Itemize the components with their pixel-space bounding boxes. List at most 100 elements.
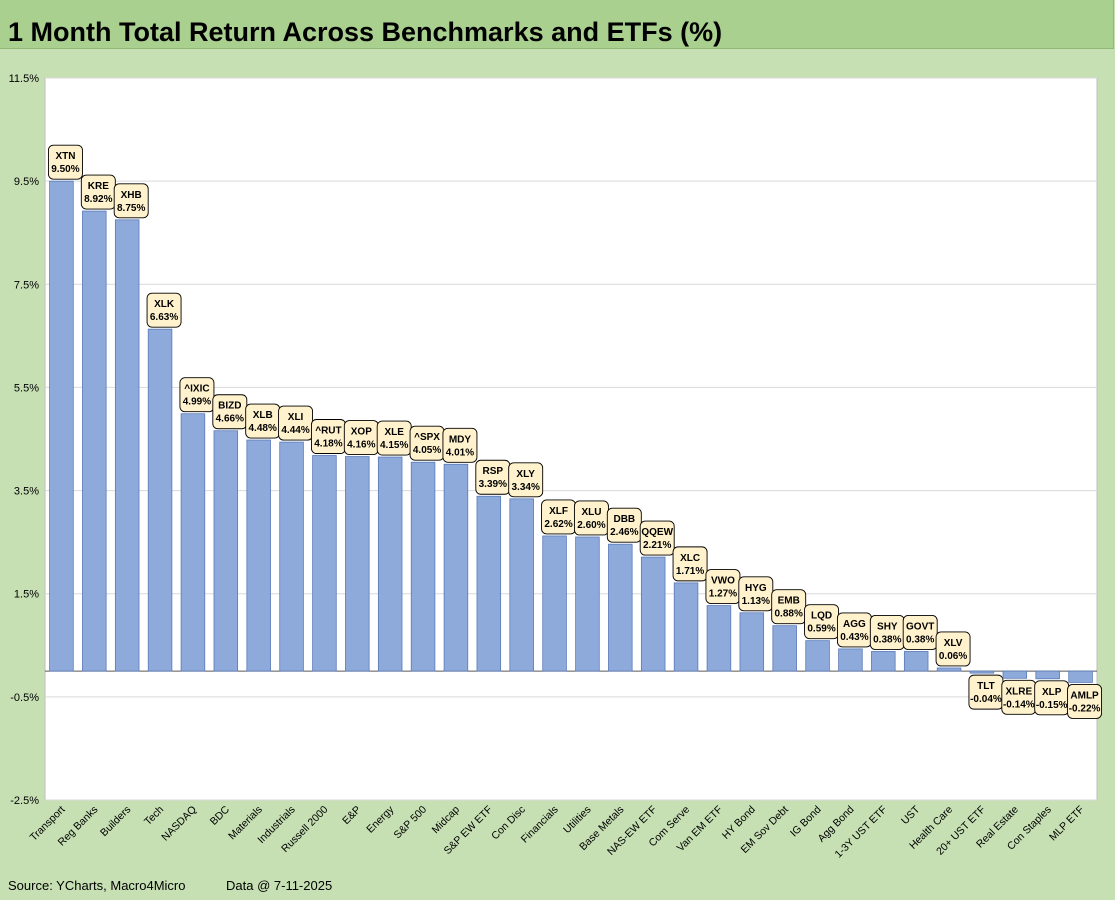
ticker-label: XLC bbox=[680, 553, 700, 564]
data-label: ^SPX 4.05% bbox=[409, 425, 445, 461]
value-label: 1.13% bbox=[742, 596, 770, 607]
chart-container: -2.5% -0.5% 1.5% 3.5% 5.5% 7.5% 9.5% 11.5% Trans… bbox=[0, 60, 1115, 872]
ticker-label: AGG bbox=[843, 619, 866, 630]
ticker-label: DBB bbox=[613, 514, 635, 525]
bar bbox=[279, 441, 304, 672]
bar bbox=[739, 612, 765, 672]
ticker-label: XLK bbox=[154, 299, 175, 310]
bar bbox=[903, 651, 929, 672]
value-label: 0.59% bbox=[807, 624, 835, 635]
value-label: -0.22% bbox=[1069, 703, 1101, 714]
bar bbox=[443, 463, 469, 672]
bar bbox=[936, 667, 962, 672]
bar bbox=[246, 439, 271, 672]
data-label-box bbox=[113, 183, 149, 219]
y-tick-label: 3.5% bbox=[14, 486, 39, 498]
y-tick-label: 7.5% bbox=[14, 279, 39, 291]
category-label: NASDAQ bbox=[159, 804, 199, 844]
data-label: XOP 4.16% bbox=[343, 420, 379, 455]
data-label: XLY 3.34% bbox=[508, 462, 544, 498]
bar bbox=[838, 648, 863, 672]
data-label: GOVT 0.38% bbox=[902, 615, 938, 650]
data-label: RSP 3.39% bbox=[475, 459, 511, 495]
category-label: Energy bbox=[364, 803, 397, 836]
bar bbox=[608, 543, 633, 672]
ticker-label: EMB bbox=[778, 596, 800, 607]
data-label: XLF 2.62% bbox=[541, 499, 577, 535]
value-label: 4.18% bbox=[314, 439, 342, 450]
category-label: UST bbox=[899, 803, 923, 827]
data-label: XLP -0.15% bbox=[1034, 680, 1070, 716]
data-label-box bbox=[179, 377, 215, 413]
value-label: -0.15% bbox=[1036, 700, 1068, 711]
ticker-label: AMLP bbox=[1070, 690, 1099, 701]
value-label: 4.15% bbox=[380, 440, 408, 451]
bar bbox=[180, 413, 206, 672]
data-label: ^IXIC 4.99% bbox=[179, 377, 215, 413]
value-label: 4.01% bbox=[446, 447, 474, 458]
bar bbox=[1002, 670, 1028, 679]
value-label: 1.27% bbox=[709, 589, 737, 600]
ticker-label: XLB bbox=[253, 410, 273, 421]
ticker-label: HYG bbox=[745, 583, 767, 594]
value-label: 0.38% bbox=[873, 634, 901, 645]
bar bbox=[147, 328, 173, 672]
bar bbox=[82, 210, 107, 672]
ticker-label: XLU bbox=[581, 507, 601, 518]
value-label: -0.14% bbox=[1003, 699, 1035, 710]
ticker-label: XLE bbox=[384, 427, 404, 438]
ticker-label: BIZD bbox=[218, 401, 241, 412]
bar bbox=[575, 536, 600, 672]
value-label: 6.63% bbox=[150, 312, 178, 323]
bar bbox=[1068, 670, 1093, 683]
data-label-box bbox=[902, 615, 938, 650]
y-tick-label: -0.5% bbox=[10, 692, 39, 704]
data-label-box bbox=[1067, 683, 1103, 719]
category-label: Midcap bbox=[430, 804, 463, 837]
bar-chart: -2.5%-0.5%1.5%3.5%5.5%7.5%9.5%11.5%Trans… bbox=[9, 73, 1103, 861]
data-label: SHY 0.38% bbox=[869, 615, 905, 650]
chart-title: 1 Month Total Return Across Benchmarks a… bbox=[8, 17, 723, 47]
bar bbox=[377, 456, 403, 672]
value-label: 0.06% bbox=[939, 651, 967, 662]
value-label: 2.21% bbox=[643, 540, 671, 551]
bar bbox=[476, 495, 502, 672]
data-label: MDY 4.01% bbox=[442, 427, 478, 463]
ticker-label: VWO bbox=[711, 576, 735, 587]
ticker-label: ^IXIC bbox=[184, 384, 209, 395]
bar bbox=[805, 640, 830, 672]
data-label: EMB 0.88% bbox=[771, 589, 807, 625]
source-note: Source: YCharts, Macro4Micro bbox=[8, 878, 186, 893]
bar bbox=[49, 180, 74, 672]
category-label: Tech bbox=[142, 804, 166, 828]
value-label: 0.88% bbox=[775, 609, 803, 620]
data-label: XLK 6.63% bbox=[146, 292, 182, 328]
value-label: 3.34% bbox=[512, 482, 540, 493]
value-label: 0.43% bbox=[840, 632, 868, 643]
ticker-label: XTN bbox=[55, 151, 75, 162]
data-label: KRE 8.92% bbox=[80, 174, 116, 210]
bar bbox=[509, 498, 534, 672]
data-label: LQD 0.59% bbox=[804, 604, 840, 640]
bar bbox=[114, 219, 140, 672]
data-label: TLT -0.04% bbox=[968, 674, 1004, 710]
data-label: DBB 2.46% bbox=[606, 507, 642, 543]
data-label: XLC 1.71% bbox=[672, 546, 708, 582]
ticker-label: XLV bbox=[944, 638, 963, 649]
ticker-label: LQD bbox=[811, 611, 832, 622]
value-label: 1.71% bbox=[676, 566, 704, 577]
date-note: Data @ 7-11-2025 bbox=[226, 878, 333, 893]
title-bar: 1 Month Total Return Across Benchmarks a… bbox=[0, 0, 1114, 49]
value-label: 8.75% bbox=[117, 203, 145, 214]
data-label: AGG 0.43% bbox=[836, 612, 872, 648]
value-label: 2.46% bbox=[610, 527, 638, 538]
ticker-label: KRE bbox=[88, 181, 109, 192]
ticker-label: SHY bbox=[877, 621, 898, 632]
data-label: AMLP -0.22% bbox=[1067, 683, 1103, 719]
ticker-label: ^RUT bbox=[315, 426, 341, 437]
bar bbox=[213, 430, 239, 672]
value-label: 9.50% bbox=[51, 164, 79, 175]
value-label: 0.38% bbox=[906, 634, 934, 645]
ticker-label: ^SPX bbox=[414, 432, 440, 443]
ticker-label: XLRE bbox=[1005, 686, 1032, 697]
